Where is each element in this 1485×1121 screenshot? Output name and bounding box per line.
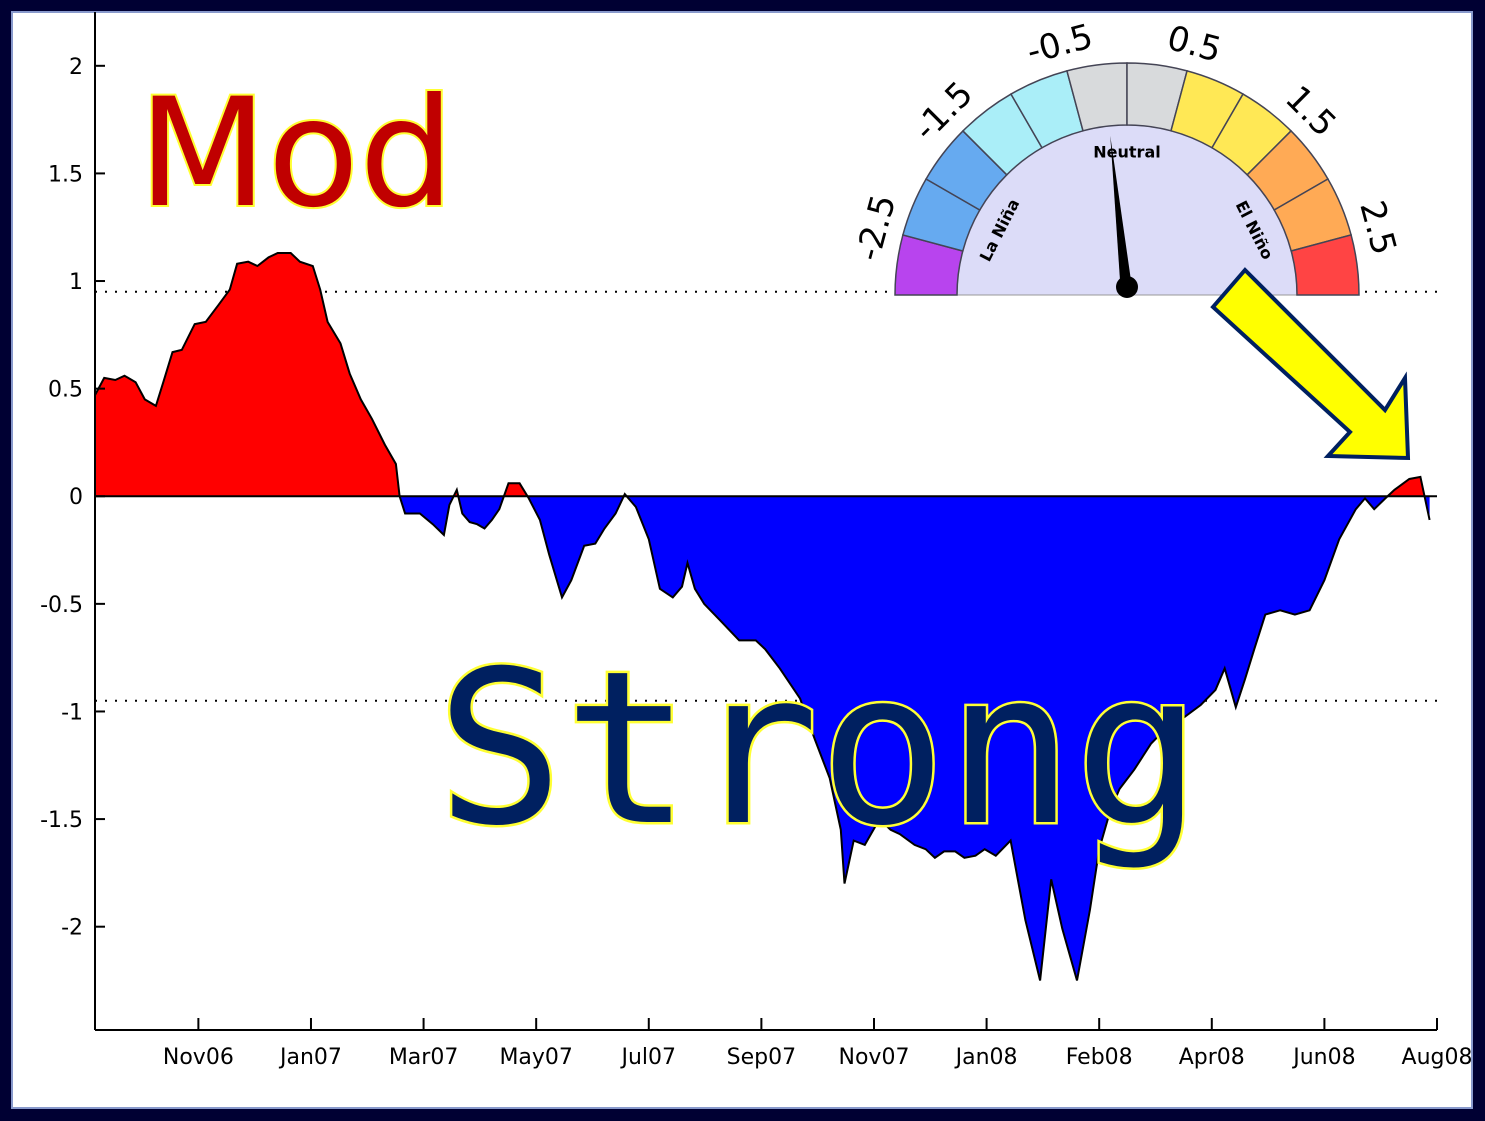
x-tick-label: Apr08	[1179, 1045, 1245, 1070]
annotation-strong: Strong	[436, 625, 1202, 872]
plot-layer: 2 1.5 1 0.5 0 -0.5 -1 -1.5 -2 Nov06 Jan07 Mar07 May0…	[40, 12, 1472, 1070]
x-tick-label: Aug08	[1402, 1045, 1473, 1070]
y-tick-label: 2	[69, 55, 83, 80]
x-tick-label: Sep07	[727, 1045, 796, 1070]
gauge-needle	[1110, 135, 1133, 296]
y-tick-label: 0.5	[48, 378, 83, 403]
x-tick-label: Jul07	[620, 1045, 677, 1070]
gauge-label: Neutral	[1093, 143, 1160, 162]
y-tick-label: 1.5	[48, 162, 83, 187]
x-tick-label: May07	[499, 1045, 572, 1070]
positive-area	[95, 253, 1430, 497]
x-tick-label: Nov06	[163, 1045, 234, 1070]
gauge-segment	[1290, 234, 1360, 296]
y-tick-label: 1	[69, 270, 83, 295]
y-tick-label: -0.5	[40, 593, 83, 618]
arrow	[1210, 267, 1411, 461]
outline	[94, 252, 1431, 981]
x-tick-label: Nov07	[839, 1045, 910, 1070]
x-tick-label: Feb08	[1066, 1045, 1133, 1070]
x-tick-label: Mar07	[389, 1045, 459, 1070]
y-tick-label: 0	[69, 485, 83, 510]
x-tick-label: Jan08	[954, 1045, 1018, 1070]
x-tick-label: Jan07	[278, 1045, 342, 1070]
y-tick-label: -1	[61, 700, 83, 725]
x-tick-label: Jun08	[1291, 1045, 1355, 1070]
negative-area	[399, 496, 1430, 981]
y-tick-label: -2	[61, 916, 83, 941]
y-tick-label: -1.5	[40, 808, 83, 833]
annotation-mod: Mod	[138, 67, 454, 241]
gauge-hub	[1116, 276, 1138, 298]
